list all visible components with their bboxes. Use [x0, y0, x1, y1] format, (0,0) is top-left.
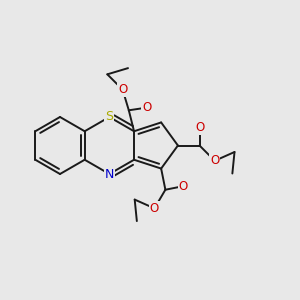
Text: O: O: [179, 180, 188, 193]
Text: O: O: [210, 154, 219, 167]
Text: O: O: [195, 121, 204, 134]
Text: S: S: [105, 110, 113, 124]
Text: N: N: [105, 167, 114, 181]
Text: O: O: [118, 83, 127, 96]
Text: O: O: [142, 101, 152, 114]
Text: O: O: [150, 202, 159, 215]
